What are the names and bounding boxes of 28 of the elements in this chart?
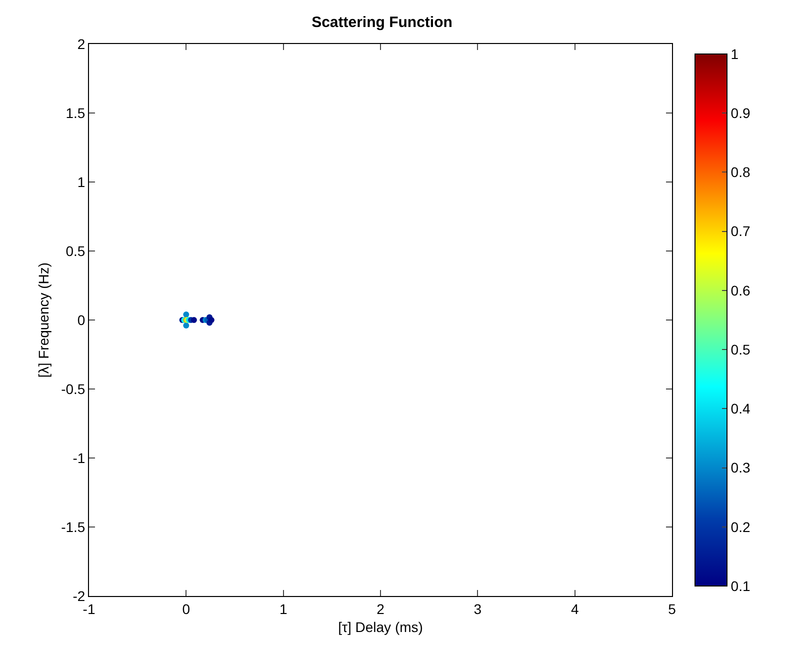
y-tick-label: 0 [77,312,86,328]
y-tick-label: 1.5 [66,104,86,121]
y-axis-title: [λ] Frequency (Hz) [36,262,52,378]
y-tick-label: -1 [72,450,86,466]
color-bar-label: 0.1 [730,578,750,594]
x-axis-title: [τ] Delay (ms) [338,619,423,636]
y-tick-label: 0.5 [66,242,86,259]
x-tick-label: 1 [279,600,288,617]
chart-title: Scattering Function [312,14,452,31]
y-tick-label: 2 [77,36,86,52]
x-tick-label: 0 [182,600,190,617]
color-bar-label: 0.8 [730,164,750,180]
y-tick-label: -1.5 [61,518,86,535]
color-bar-label: 0.2 [730,518,750,535]
y-tick-label: -0.5 [61,380,86,397]
y-tick-label: 1 [77,174,86,190]
x-tick-label: 2 [376,600,385,617]
x-tick-label: 5 [668,600,676,617]
color-bar-label: 1 [730,46,739,62]
color-bar-label: 0.3 [730,460,750,476]
color-bar-label: 0.6 [730,282,750,298]
color-bar-label: 0.5 [730,341,750,358]
color-bar-label: 0.4 [730,400,750,417]
color-bar-label: 0.9 [730,105,750,122]
x-tick-label: 3 [474,600,482,617]
y-tick-label: -2 [72,588,86,604]
x-tick-label: 4 [570,600,579,617]
color-bar-label: 0.7 [730,223,750,240]
